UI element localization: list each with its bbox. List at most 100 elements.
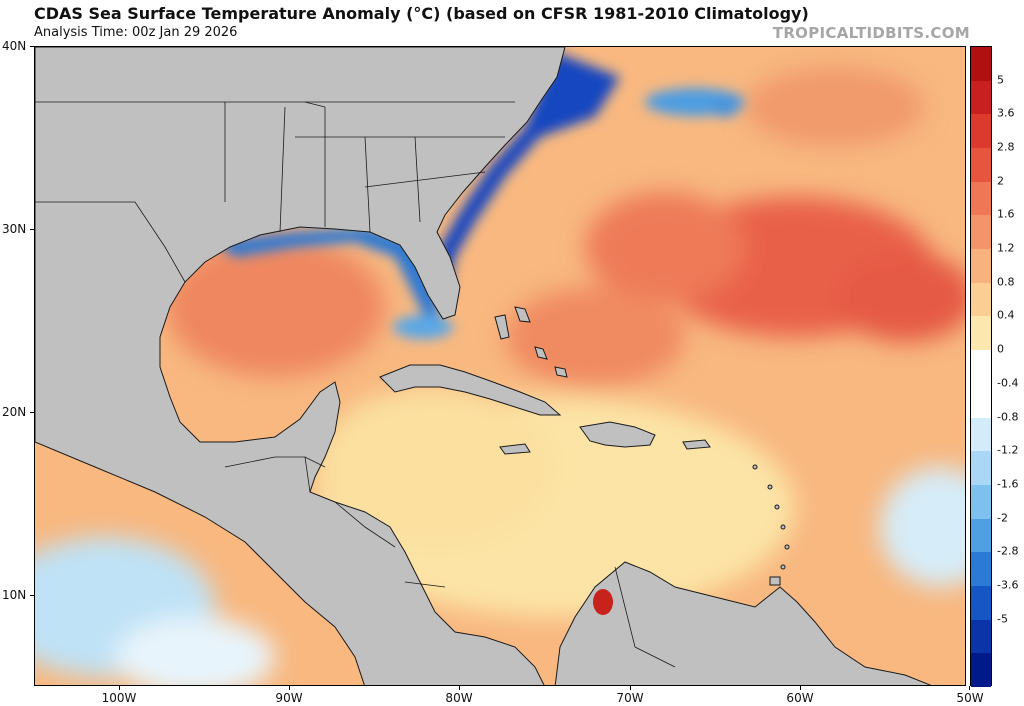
pacific-neutral	[115, 617, 275, 685]
colorbar-segment	[971, 619, 991, 654]
colorbar-segment	[971, 181, 991, 216]
lat-label-30: 30N	[2, 222, 27, 236]
colorbar	[970, 46, 992, 688]
lon-label-60w: 60W	[786, 691, 814, 705]
colorbar-label: -3.6	[997, 578, 1019, 592]
colorbar-label: 2.8	[997, 140, 1015, 154]
cold-eddy	[711, 97, 739, 117]
colorbar-segment	[971, 114, 991, 149]
colorbar-segment	[971, 451, 991, 486]
lat-tick-10	[30, 595, 34, 596]
colorbar-label: 2	[997, 174, 1004, 188]
bahamas-south	[554, 366, 568, 378]
bahamas-eleuthera	[514, 306, 531, 323]
bahamas-east	[534, 346, 548, 360]
political-borders	[35, 101, 676, 668]
antilles-6	[780, 564, 786, 570]
lat-tick-20	[30, 412, 34, 413]
colorbar-segment	[971, 484, 991, 520]
colorbar-segment	[971, 552, 991, 587]
jamaica	[499, 443, 531, 455]
lon-tick-50w	[969, 686, 970, 690]
colorbar-segment	[971, 316, 991, 351]
bahamas-andros	[494, 314, 510, 340]
lat-tick-40	[30, 46, 34, 47]
antilles-1	[752, 464, 758, 470]
lon-label-70w: 70W	[616, 691, 644, 705]
border-10	[35, 201, 186, 283]
antilles-4	[780, 524, 786, 530]
east-coast-cold	[435, 52, 620, 297]
hispaniola	[579, 421, 656, 448]
puerto-rico	[682, 439, 711, 450]
lon-label-80w: 80W	[445, 691, 473, 705]
sst-anomaly-map	[34, 46, 966, 686]
lon-tick-80w	[459, 686, 460, 690]
bahamas-warm	[505, 287, 685, 387]
colorbar-label: 0.4	[997, 308, 1015, 322]
cuba	[379, 364, 562, 416]
gulf-warm	[165, 237, 385, 377]
lon-label-50w: 50W	[956, 691, 984, 705]
east-atlantic-cool	[880, 467, 965, 587]
lake-maracaibo	[593, 589, 613, 615]
border-13	[334, 501, 396, 548]
colorbar-label: -1.6	[997, 477, 1019, 491]
lat-label-40: 40N	[2, 39, 27, 53]
gulf-coast-cold	[215, 227, 440, 327]
lon-tick-60w	[800, 686, 801, 690]
colorbar-label: -2	[997, 511, 1008, 525]
colorbar-segment	[971, 80, 991, 115]
colorbar-label: -0.4	[997, 376, 1019, 390]
map-canvas	[35, 47, 965, 685]
atlantic-warm-west	[585, 192, 745, 302]
trinidad	[769, 576, 781, 586]
border-9	[364, 171, 486, 188]
colorbar-segment	[971, 350, 991, 385]
border-11	[224, 456, 326, 468]
colorbar-label: 3.6	[997, 106, 1015, 120]
florida-bay-cool	[393, 315, 453, 339]
map-title: CDAS Sea Surface Temperature Anomaly (°C…	[34, 4, 809, 23]
colorbar-segment	[971, 249, 991, 284]
border-3	[279, 106, 286, 233]
colorbar-label: 1.6	[997, 207, 1015, 221]
colorbar-segment	[971, 417, 991, 452]
colorbar-label: 0	[997, 342, 1004, 356]
colorbar-segment	[971, 215, 991, 250]
antilles-3	[774, 504, 780, 510]
colorbar-label: -1.2	[997, 443, 1019, 457]
coastal-cold-anomalies	[215, 52, 745, 339]
border-12	[304, 456, 311, 493]
north-america	[35, 47, 566, 685]
antilles-2	[767, 484, 773, 490]
border-5	[364, 136, 371, 233]
colorbar-segment	[971, 148, 991, 183]
lat-tick-30	[30, 229, 34, 230]
colorbar-label: -5	[997, 612, 1008, 626]
atlantic-warm-east	[835, 252, 965, 342]
antilles-5	[784, 544, 790, 550]
colorbar-segment	[971, 585, 991, 621]
lon-label-100w: 100W	[101, 691, 137, 705]
border-14	[404, 581, 446, 588]
border-6	[414, 136, 421, 223]
site-credit[interactable]: TROPICALTIDBITS.COM	[772, 24, 970, 42]
lon-tick-70w	[630, 686, 631, 690]
colorbar-segment	[971, 383, 991, 418]
lat-label-20: 20N	[2, 405, 27, 419]
yucatan-neutral	[315, 387, 555, 547]
anomaly-field	[35, 67, 965, 685]
colorbar-segment	[971, 653, 991, 688]
lat-label-10: 10N	[2, 588, 27, 602]
colorbar-label: 5	[997, 73, 1004, 87]
border-15	[614, 566, 676, 668]
colorbar-label: 0.8	[997, 275, 1015, 289]
lon-label-90w: 90W	[275, 691, 303, 705]
colorbar-label: -0.8	[997, 410, 1019, 424]
lon-tick-100w	[119, 686, 120, 690]
colorbar-label: -2.8	[997, 544, 1019, 558]
colorbar-label: 1.2	[997, 241, 1015, 255]
lon-tick-90w	[289, 686, 290, 690]
colorbar-segment	[971, 518, 991, 553]
